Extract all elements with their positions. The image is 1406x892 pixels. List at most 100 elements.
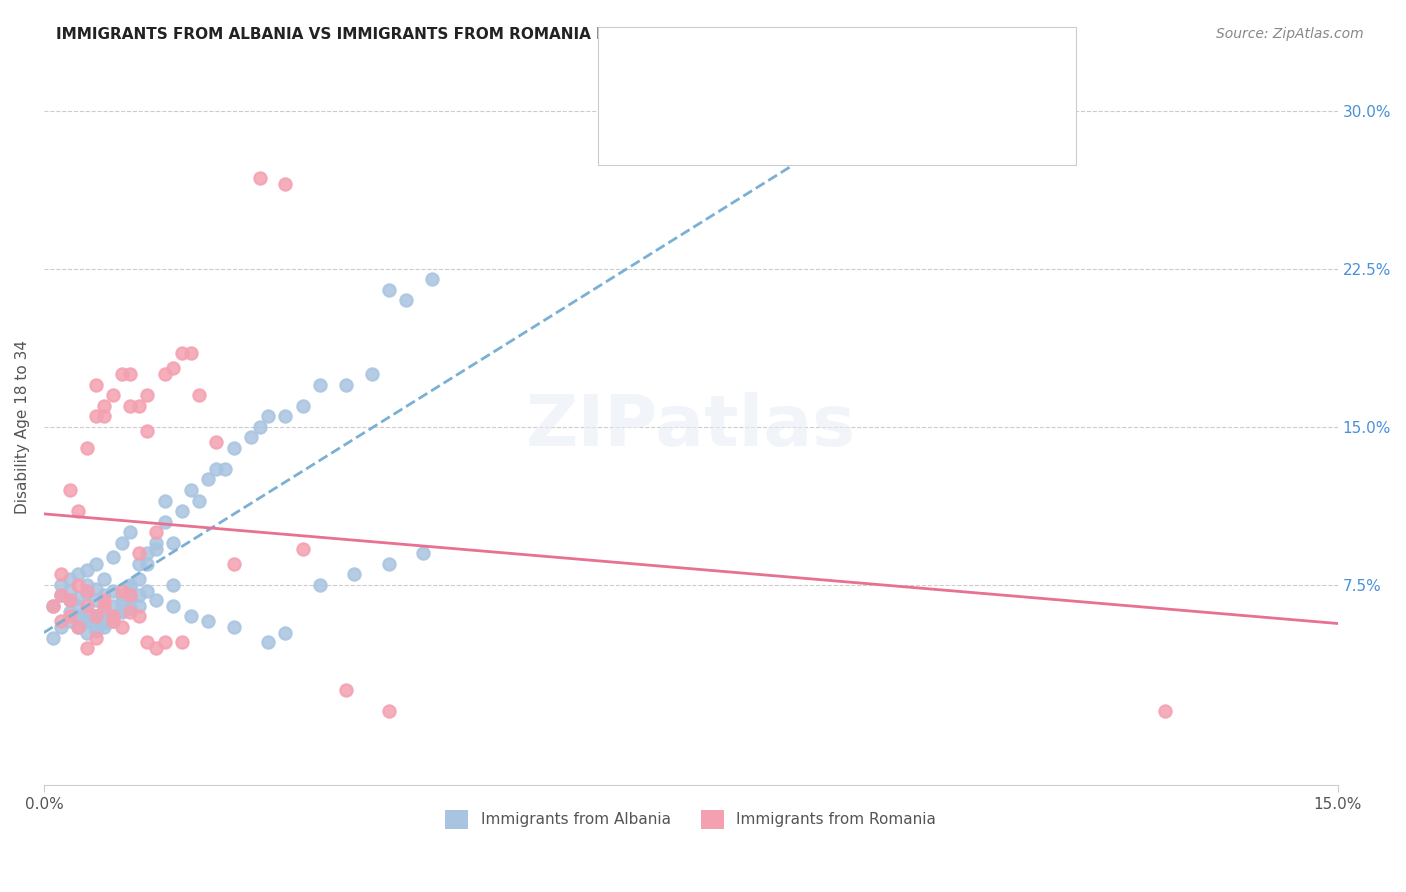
Point: [136, 634, 159, 648]
FancyBboxPatch shape: [619, 52, 648, 89]
Point: [49, 620, 72, 634]
Point: [67, 567, 90, 582]
Point: [67, 609, 90, 624]
Point: [110, 584, 132, 599]
Point: [145, 535, 167, 549]
Point: [188, 388, 211, 402]
Point: [136, 546, 159, 560]
Point: [120, 525, 142, 540]
Point: [93, 615, 115, 630]
Point: [120, 605, 142, 619]
Point: [395, 293, 418, 308]
Point: [249, 419, 271, 434]
Point: [170, 346, 193, 360]
Point: [101, 584, 124, 599]
Point: [110, 589, 132, 603]
Point: [205, 462, 228, 476]
Point: [180, 609, 202, 624]
Point: [41, 631, 63, 645]
Point: [274, 409, 297, 424]
Point: [93, 572, 115, 586]
Point: [136, 557, 159, 571]
Point: [67, 591, 90, 605]
Text: R = 0.169   N = 55: R = 0.169 N = 55: [652, 116, 823, 134]
Point: [257, 634, 280, 648]
Point: [378, 704, 401, 718]
Point: [84, 557, 107, 571]
Point: [188, 493, 211, 508]
Point: [76, 641, 98, 656]
Point: [128, 609, 150, 624]
Point: [59, 592, 82, 607]
Point: [162, 578, 184, 592]
Point: [76, 605, 98, 619]
Point: [49, 578, 72, 592]
Legend: Immigrants from Albania, Immigrants from Romania: Immigrants from Albania, Immigrants from…: [439, 804, 942, 835]
Point: [49, 614, 72, 628]
Point: [84, 624, 107, 639]
Point: [222, 441, 245, 455]
Point: [101, 599, 124, 613]
Point: [162, 599, 184, 613]
Point: [335, 377, 357, 392]
Point: [120, 578, 142, 592]
Point: [343, 567, 366, 582]
Point: [145, 641, 167, 656]
Point: [257, 409, 280, 424]
Point: [110, 620, 132, 634]
Point: [120, 591, 142, 605]
Point: [67, 578, 90, 592]
Point: [76, 584, 98, 599]
Point: [120, 580, 142, 594]
Point: [128, 589, 150, 603]
Point: [67, 609, 90, 624]
Text: R = 0.231   N = 93: R = 0.231 N = 93: [652, 62, 823, 80]
Point: [136, 584, 159, 599]
Point: [214, 462, 236, 476]
Point: [93, 592, 115, 607]
Point: [76, 599, 98, 613]
Point: [49, 589, 72, 603]
Point: [136, 424, 159, 438]
Point: [41, 599, 63, 613]
Point: [274, 626, 297, 640]
Point: [76, 441, 98, 455]
Point: [84, 377, 107, 392]
Point: [110, 535, 132, 549]
Point: [101, 609, 124, 624]
Point: [67, 620, 90, 634]
Point: [84, 409, 107, 424]
Point: [180, 483, 202, 497]
Point: [120, 601, 142, 615]
Point: [84, 631, 107, 645]
Point: [59, 584, 82, 599]
Point: [93, 620, 115, 634]
Point: [76, 563, 98, 577]
Point: [378, 283, 401, 297]
Text: Source: ZipAtlas.com: Source: ZipAtlas.com: [1216, 27, 1364, 41]
Point: [291, 399, 314, 413]
Point: [67, 599, 90, 613]
Point: [197, 473, 219, 487]
Point: [205, 434, 228, 449]
Point: [59, 605, 82, 619]
Point: [84, 620, 107, 634]
Point: [59, 483, 82, 497]
Point: [153, 515, 176, 529]
Point: [145, 525, 167, 540]
Point: [222, 620, 245, 634]
FancyBboxPatch shape: [619, 105, 648, 143]
Point: [101, 614, 124, 628]
Point: [222, 557, 245, 571]
Point: [162, 535, 184, 549]
Point: [128, 546, 150, 560]
Point: [378, 557, 401, 571]
Point: [309, 578, 332, 592]
Point: [120, 589, 142, 603]
Point: [153, 493, 176, 508]
Point: [162, 360, 184, 375]
Point: [110, 367, 132, 381]
Point: [239, 430, 262, 444]
Point: [291, 542, 314, 557]
Point: [67, 504, 90, 518]
